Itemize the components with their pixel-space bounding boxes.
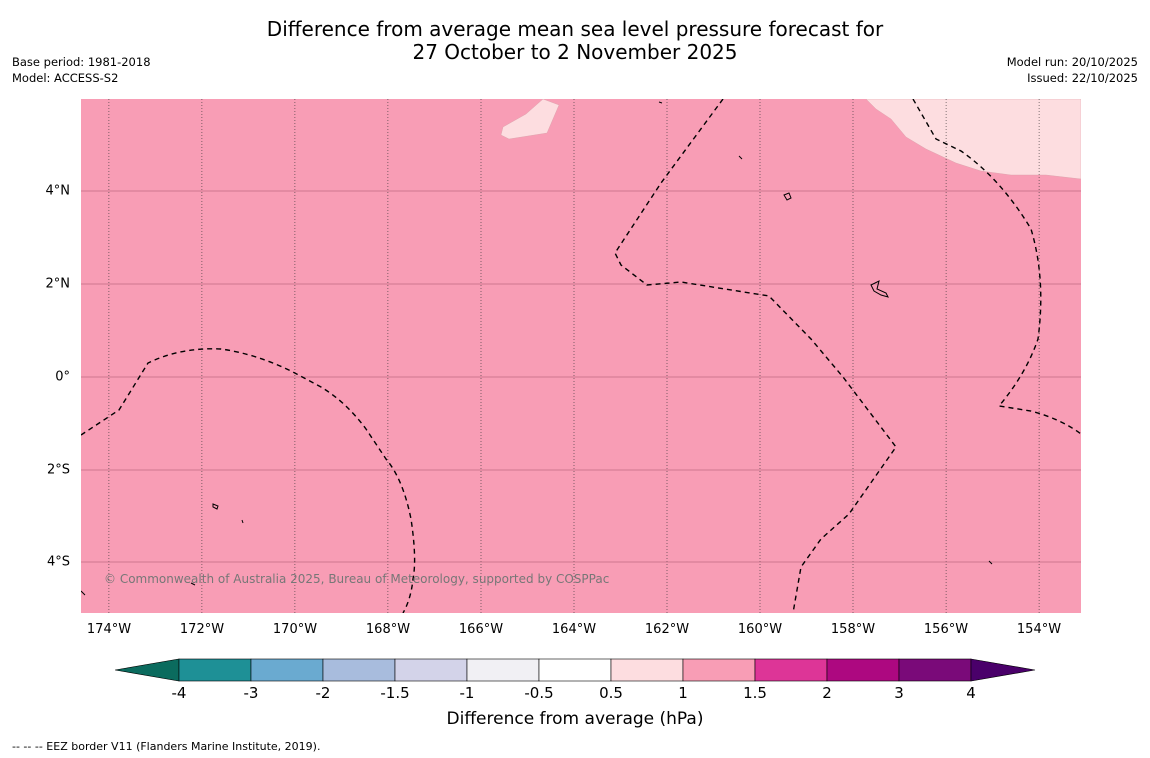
lon-label: 168°W: [365, 622, 411, 637]
lon-label: 158°W: [830, 622, 876, 637]
colorbar-tick-label: -1: [459, 684, 475, 702]
eez-legend-note: -- -- -- EEZ border V11 (Flanders Marine…: [12, 740, 321, 753]
island: [190, 582, 196, 586]
colorbar-tick-label: -4: [171, 684, 187, 702]
colorbar-segment: [610, 658, 684, 682]
colorbar-segment: [538, 658, 612, 682]
colorbar-segment: [898, 658, 972, 682]
colorbar-tick-label: 2: [822, 684, 832, 702]
lat-label: 4°S: [46, 554, 70, 570]
colorbar-segment: [250, 658, 324, 682]
colorbar-segment: [178, 658, 252, 682]
island: [212, 503, 219, 510]
lon-label: 172°W: [179, 622, 225, 637]
colorbar-extend-high: [970, 658, 1036, 682]
meta-left: Base period: 1981-2018 Model: ACCESS-S2: [12, 54, 151, 86]
colorbar-segment: [826, 658, 900, 682]
colorbar: [115, 658, 1036, 682]
island: [658, 101, 663, 104]
colorbar-segment: [466, 658, 540, 682]
meta-right: Model run: 20/10/2025 Issued: 22/10/2025: [1007, 54, 1138, 86]
lon-label: 174°W: [86, 622, 132, 637]
eez-border-west: [81, 348, 416, 613]
colorbar-segment: [322, 658, 396, 682]
colorbar-tick-label: -3: [243, 684, 259, 702]
colorbar-title: Difference from average (hPa): [446, 709, 704, 729]
lon-label: 164°W: [551, 622, 597, 637]
lat-gridlines: [81, 190, 1081, 563]
island: [870, 280, 889, 298]
map-frame: [81, 99, 1081, 613]
island: [81, 590, 86, 596]
colorbar-tick-label: -2: [315, 684, 331, 702]
base-period: Base period: 1981-2018: [12, 55, 151, 69]
lat-label: 2°N: [45, 276, 71, 292]
island: [241, 519, 244, 524]
anomaly-background: [81, 99, 1081, 613]
anomaly-patch-north: [500, 99, 560, 140]
island: [738, 155, 743, 160]
colorbar-extend-low: [115, 658, 180, 682]
lon-label: 156°W: [923, 622, 969, 637]
lat-label: 4°N: [45, 183, 71, 199]
title-line-2: 27 October to 2 November 2025: [412, 40, 738, 64]
lat-label: 2°S: [46, 462, 70, 478]
map-title: Difference from average mean sea level p…: [0, 18, 1150, 64]
lon-label: 166°W: [458, 622, 504, 637]
colorbar-tick-label: -0.5: [524, 684, 554, 702]
lon-label: 160°W: [737, 622, 783, 637]
eez-borders: [81, 99, 1081, 613]
colorbar-tick-label: 1.5: [743, 684, 767, 702]
title-line-1: Difference from average mean sea level p…: [266, 17, 884, 41]
eez-border-central: [614, 99, 897, 613]
colorbar-tick-label: 4: [966, 684, 976, 702]
anomaly-patch-northeast: [865, 99, 1081, 180]
lon-label: 154°W: [1016, 622, 1062, 637]
island: [988, 560, 993, 565]
colorbar-tick-label: 1: [678, 684, 688, 702]
colorbar-tick-label: -1.5: [380, 684, 410, 702]
model-run: Model run: 20/10/2025: [1006, 55, 1138, 69]
map-svg: [81, 99, 1081, 613]
colorbar-segment: [754, 658, 828, 682]
colorbar-tick-label: 0.5: [599, 684, 623, 702]
island: [783, 192, 792, 201]
eez-border-east: [912, 99, 1081, 435]
issued-date: Issued: 22/10/2025: [1027, 71, 1138, 85]
colorbar-tick-label: 3: [894, 684, 904, 702]
model-name: Model: ACCESS-S2: [12, 71, 119, 85]
colorbar-segment: [394, 658, 468, 682]
colorbar-segment: [682, 658, 756, 682]
lon-label: 162°W: [644, 622, 690, 637]
lon-label: 170°W: [272, 622, 318, 637]
lat-label: 0°: [55, 369, 70, 385]
islands: [81, 101, 993, 596]
copyright-notice: © Commonwealth of Australia 2025, Bureau…: [104, 572, 610, 586]
